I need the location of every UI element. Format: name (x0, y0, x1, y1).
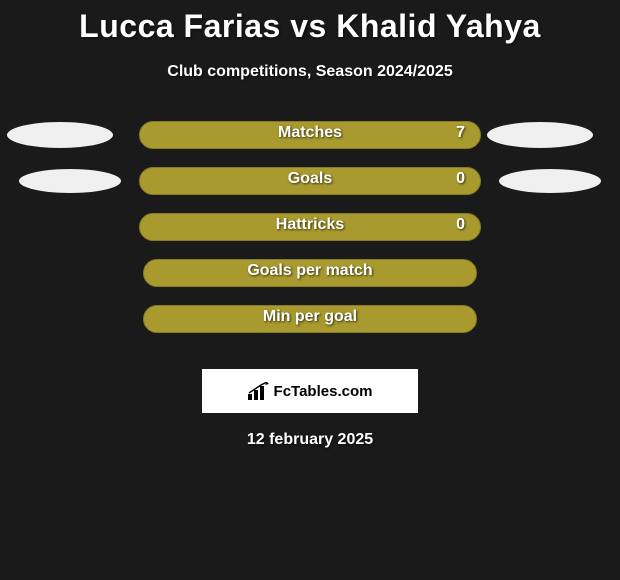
stat-label: Min per goal (263, 308, 357, 326)
right-ellipse (499, 169, 601, 193)
bars-icon (248, 382, 270, 400)
stats-section: Matches 7 Goals 0 Hattricks 0 Goals per match M… (0, 121, 620, 351)
stat-row: Matches 7 (0, 121, 620, 167)
infographic-container: Lucca Farias vs Khalid Yahya Club compet… (0, 0, 620, 449)
stat-row: Min per goal (0, 305, 620, 351)
stat-label: Goals per match (247, 262, 372, 280)
footer-logo: FcTables.com (248, 382, 373, 400)
stat-row: Goals 0 (0, 167, 620, 213)
footer-brand-text: FcTables.com (274, 383, 373, 400)
subtitle: Club competitions, Season 2024/2025 (0, 63, 620, 81)
stat-value: 0 (456, 216, 465, 234)
stat-value: 0 (456, 170, 465, 188)
page-title: Lucca Farias vs Khalid Yahya (0, 0, 620, 45)
stat-label: Matches (278, 124, 342, 142)
right-ellipse (487, 122, 593, 148)
footer-brand-box: FcTables.com (202, 369, 418, 413)
stat-value: 7 (456, 124, 465, 142)
stat-row: Goals per match (0, 259, 620, 305)
stat-row: Hattricks 0 (0, 213, 620, 259)
stat-label: Hattricks (276, 216, 344, 234)
left-ellipse (7, 122, 113, 148)
stat-label: Goals (288, 170, 332, 188)
date-text: 12 february 2025 (0, 431, 620, 449)
left-ellipse (19, 169, 121, 193)
